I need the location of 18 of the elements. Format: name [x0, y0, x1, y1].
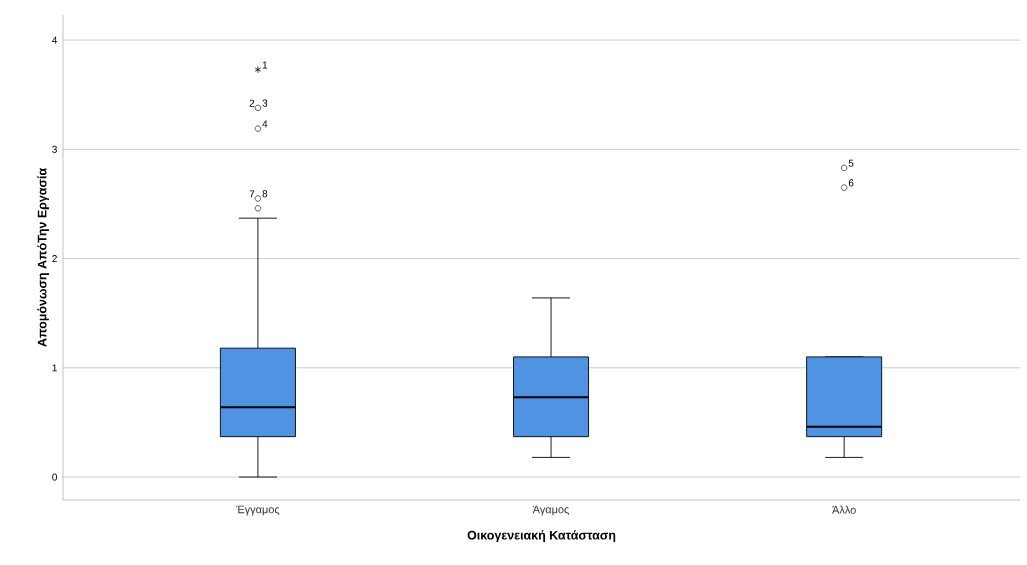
x-tick-label: Έγγαμος — [236, 505, 280, 516]
y-tick-label: 0 — [52, 473, 57, 481]
annotation: 7 — [249, 190, 255, 198]
annotation: 6 — [848, 179, 854, 187]
x-tick-label: Άλλο — [832, 505, 856, 514]
x-tick-label: Άγαμος — [532, 505, 569, 516]
y-tick-label: 1 — [52, 364, 57, 372]
y-tick-label: 4 — [52, 36, 58, 44]
y-axis-title: Απομόνωση ΑπόΤην Εργασία — [37, 168, 49, 347]
annotation: 5 — [848, 159, 854, 167]
annotation: 1 — [262, 61, 268, 69]
x-axis-title: Οικογενειακή Κατάσταση — [467, 530, 616, 543]
y-tick-label: 3 — [52, 145, 57, 153]
y-tick-label: 2 — [52, 255, 57, 263]
annotation: 8 — [262, 190, 268, 198]
annotation: 3 — [262, 99, 268, 107]
annotation: 4 — [262, 120, 268, 128]
annotation: 2 — [249, 99, 255, 107]
